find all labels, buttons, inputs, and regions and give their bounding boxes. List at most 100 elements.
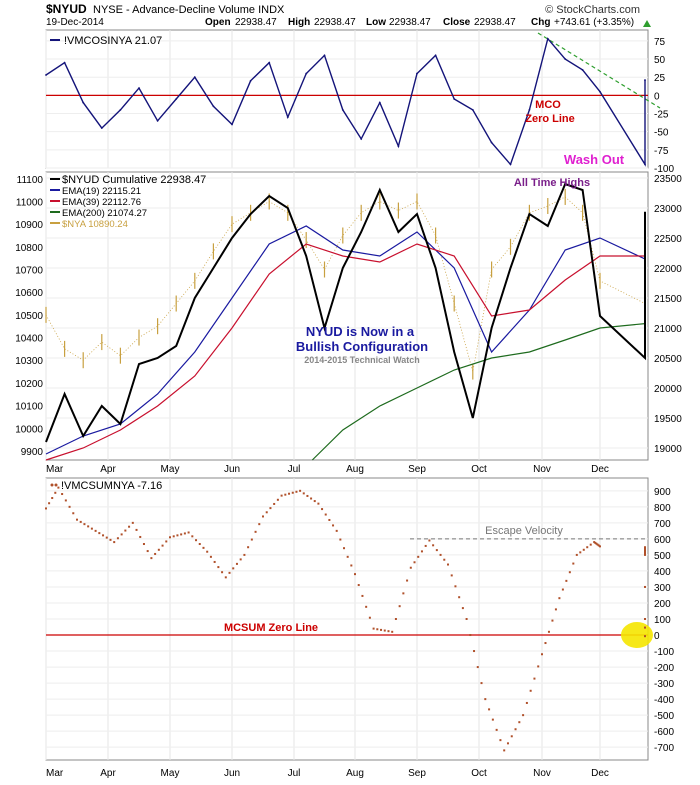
mcsum-point [321,508,324,511]
mcsum-point [206,550,209,553]
nyud-left-ytick-label: 11100 [17,175,44,186]
mcsum-point [495,728,498,731]
mcsum-point [365,605,368,608]
nyud-right-ytick-label: 20000 [654,384,682,395]
nyud-right-ytick-label: 21500 [654,294,682,305]
mcsum-point [131,521,134,524]
mcsum-point [644,626,646,629]
mcsum-month-label: May [161,768,180,779]
mcsum-ytick-label: -200 [654,663,674,674]
mcsum-point [258,523,261,526]
mcsum-point [343,547,346,550]
mcsum-point [394,618,397,620]
mcsum-point [376,628,379,631]
mcsum-point [579,551,582,554]
mcsum-point [599,545,601,548]
annotation-technical-watch: 2014-2015 Technical Watch [304,355,420,365]
mco-point [360,138,363,140]
mcsum-point [79,520,82,523]
mco-annotation-wash-out: Wash Out [564,152,625,167]
mco-point [416,72,418,75]
mcsum-point [575,553,578,556]
mcsum-point [469,634,472,637]
mcsum-ytick-label: -300 [654,679,674,690]
mcsum-month-label: Oct [471,768,487,779]
mcsum-point [105,536,108,539]
nyud-right-ytick-label: 19500 [654,414,682,425]
mco-point [644,79,646,81]
mcsum-month-label: Jun [224,768,240,779]
nyud-month-label: Aug [346,464,364,475]
mcsum-point [284,493,287,496]
mcsum-point [54,491,57,494]
mcsum-month-label: Apr [100,768,116,779]
mcsum-ytick-label: 0 [654,631,660,642]
mcsum-ytick-label: 200 [654,599,671,610]
mcsum-point [139,535,142,538]
mco-point [212,105,215,108]
mcsum-point [235,562,238,565]
mco-point [471,108,474,111]
mcsum-point [87,525,90,528]
mcsum-month-label: Nov [533,768,551,779]
mco-point [156,119,159,122]
mco-point [193,76,196,79]
mcsum-point [582,548,585,551]
mcsum-point [51,497,54,500]
mcsum-point [113,541,116,544]
mcsum-point [432,544,435,547]
mcsum-point [165,540,168,543]
mco-annotation-zero-line: Zero Line [525,113,575,125]
mcsum-point [537,665,540,668]
mcsum-point [391,630,394,633]
mco-frame [45,29,649,169]
mcsum-ytick-label: 100 [654,615,671,626]
mcsum-point [594,541,597,544]
nyud-month-label: Jul [288,464,301,475]
mcsum-point [172,535,175,538]
mcsum-point [476,666,479,669]
mcsum-point [328,518,331,521]
mco-point [564,58,567,60]
mcsum-point [558,597,561,600]
mco-point [286,116,289,119]
chg-label: Chg [531,17,550,28]
mcsum-point [568,571,571,574]
mco-point [341,108,344,111]
mco-point [453,98,456,100]
header-description: NYSE - Advance-Decline Volume INDX [93,4,285,16]
high-label: High [288,17,310,28]
mcsum-point [596,543,599,546]
nyud-panel: 23500 23000 22500 22000 21500 21000 20500 20000… [15,171,682,475]
mcsum-point [317,502,320,505]
mcsum-point [228,571,231,574]
mcsum-point [45,507,47,510]
mcsum-point [522,714,525,717]
mcsum-point [420,550,423,553]
mcsum-point [291,491,294,494]
mcsum-point [232,567,235,570]
header-brand: © StockCharts.com [545,4,640,16]
mcsum-point [195,539,198,542]
nyud-legend-label: $NYA 10890.24 [62,219,128,230]
mcsum-point [83,523,86,526]
mcsum-point [116,537,119,540]
mcsum-month-label: Sep [408,768,426,779]
mcsum-point [413,561,416,564]
mcsum-point [176,534,179,537]
mco-ytick-label: 50 [654,55,666,66]
mco-point [581,69,584,71]
mco-point [175,98,178,100]
mcsum-legend-label: !VMCSUMNYA -7.16 [61,480,162,492]
mcsum-point [243,553,246,556]
mco-point [249,79,252,82]
annotation-nyud-bullish-1: NYUD is Now in a [306,324,415,339]
mco-trend-dash [537,32,661,109]
escape-velocity-label: Escape Velocity [485,525,563,537]
mcsum-point [250,538,253,541]
mcsum-point [72,512,75,515]
mcsum-point [94,529,97,532]
mcsum-point [514,728,517,731]
mcsum-point [435,549,438,552]
